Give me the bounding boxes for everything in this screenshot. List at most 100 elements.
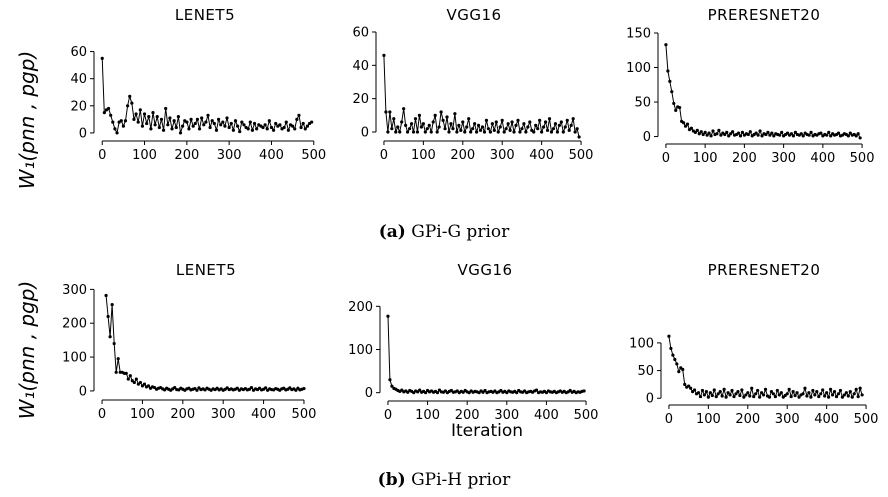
data-point [542, 125, 546, 129]
data-point [697, 132, 701, 136]
y-axis-label-b: W₁(pnn , pgp) [15, 281, 39, 420]
data-point [801, 134, 805, 138]
data-point [195, 388, 199, 392]
data-point [795, 391, 799, 395]
data-point [846, 394, 850, 398]
data-point [534, 388, 539, 392]
data-point [736, 131, 741, 135]
x-tick-label: 500 [850, 151, 875, 166]
data-point [571, 117, 575, 121]
data-point [672, 101, 676, 106]
data-point [178, 131, 183, 135]
data-point [415, 130, 420, 134]
x-tick-label: 0 [380, 148, 388, 163]
data-point [250, 128, 255, 132]
data-point [384, 110, 388, 114]
data-point [128, 94, 132, 98]
data-point [510, 120, 514, 124]
data-point [740, 388, 744, 392]
data-point [267, 119, 271, 123]
data-point [486, 127, 491, 131]
y-tick-label: 100 [629, 336, 654, 351]
data-point [164, 106, 168, 111]
x-tick-label: 500 [854, 412, 879, 427]
data-point [111, 120, 115, 124]
data-point [301, 121, 305, 126]
data-point [261, 125, 265, 130]
data-point [664, 43, 668, 47]
data-point [565, 118, 569, 122]
caption-b: (b) GPi-H prior [0, 470, 888, 490]
data-point [265, 127, 269, 131]
data-point [299, 125, 303, 130]
data-point [459, 128, 463, 132]
x-tick-label: 200 [732, 151, 757, 166]
data-point [435, 391, 440, 395]
data-point [482, 130, 487, 134]
data-point [451, 127, 455, 131]
data-point [754, 392, 758, 396]
data-point [724, 395, 728, 399]
data-point [480, 125, 485, 129]
x-tick-label: 500 [574, 408, 599, 423]
data-point [463, 130, 467, 134]
data-point [294, 388, 298, 392]
data-point [242, 123, 246, 127]
x-tick-label: 500 [569, 148, 594, 163]
x-tick-label: 400 [810, 151, 835, 166]
data-point [413, 117, 418, 121]
data-point [208, 125, 212, 130]
data-point [683, 124, 688, 128]
data-point [675, 362, 679, 366]
data-point [858, 136, 862, 140]
data-point [113, 127, 117, 131]
data-point [767, 395, 772, 399]
data-point [392, 117, 396, 121]
series-line [101, 58, 312, 135]
data-point [797, 395, 801, 399]
data-point [488, 130, 492, 134]
data-point [210, 119, 214, 123]
data-point [512, 130, 516, 134]
caption-a: (a) GPi-G prior [0, 222, 888, 242]
data-point [577, 135, 581, 139]
data-point [119, 119, 123, 123]
data-point [112, 341, 116, 346]
data-point [559, 120, 563, 124]
x-tick-label: 100 [415, 408, 440, 423]
data-point [708, 391, 712, 395]
data-point [114, 370, 118, 374]
data-point [674, 108, 678, 112]
data-point [461, 120, 465, 124]
data-point [543, 120, 548, 124]
data-point [827, 130, 831, 135]
data-point [390, 384, 394, 388]
data-point [540, 130, 544, 134]
x-tick-label: 400 [251, 407, 276, 422]
data-point [176, 115, 180, 119]
data-point [706, 395, 710, 399]
y-tick-label: 150 [626, 27, 651, 42]
x-tick-label: 300 [494, 408, 519, 423]
x-tick-label: 100 [130, 407, 155, 422]
data-point [149, 127, 153, 131]
caption-b-text: GPi-H prior [411, 470, 511, 490]
data-point [297, 113, 301, 117]
data-point [734, 392, 738, 396]
data-point [474, 130, 479, 134]
data-point [791, 134, 796, 138]
x-tick-label: 500 [292, 407, 317, 422]
data-point [411, 130, 416, 134]
series-line [105, 295, 305, 391]
x-tick-label: 200 [450, 148, 475, 163]
x-tick-label: 200 [455, 408, 480, 423]
data-point [390, 127, 394, 131]
data-point [575, 127, 579, 131]
data-point [204, 120, 208, 124]
data-point [787, 387, 791, 391]
data-point [842, 393, 846, 397]
data-point [382, 53, 386, 57]
data-point [282, 125, 286, 130]
data-point [759, 391, 764, 395]
